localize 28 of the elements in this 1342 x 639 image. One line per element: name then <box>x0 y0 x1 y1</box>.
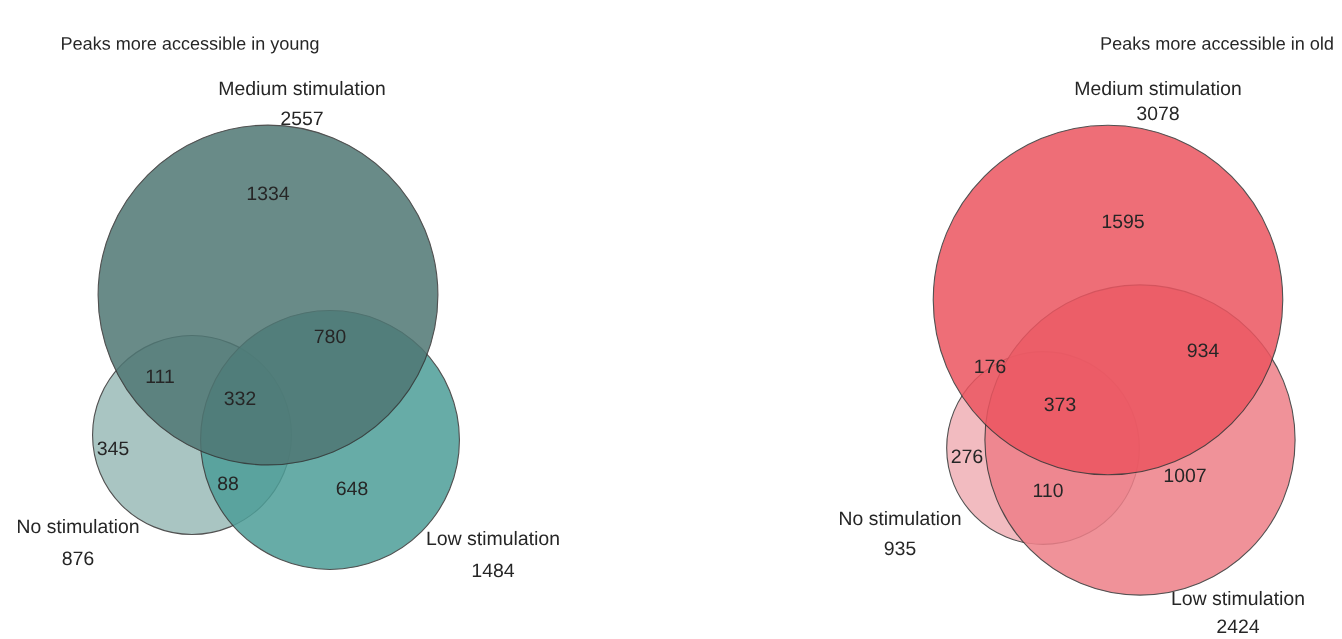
data-label: 935 <box>884 541 916 556</box>
data-label: 1484 <box>472 563 515 578</box>
text: Peaks more accessible in young <box>62 36 319 54</box>
category-label: No stimulation <box>18 518 139 534</box>
category-label: No stimulation <box>840 510 961 526</box>
text: 276 <box>951 449 983 464</box>
text: 110 <box>1033 483 1063 498</box>
data-label: 876 <box>62 551 94 566</box>
text: 1595 <box>1102 214 1144 229</box>
text: 934 <box>1187 343 1219 358</box>
text: 1007 <box>1164 468 1206 483</box>
data-label: 2557 <box>281 111 323 126</box>
text: 1334 <box>247 186 290 201</box>
text: 88 <box>218 476 238 491</box>
category-label: Low stimulation <box>1172 590 1304 606</box>
category-label: Medium stimulation <box>1075 80 1241 96</box>
data-label: 3078 <box>1137 106 1179 121</box>
text: 111 <box>146 369 174 384</box>
category-label: Medium stimulation <box>219 80 385 96</box>
text: 373 <box>1044 397 1076 412</box>
category-label: Low stimulation <box>427 530 559 546</box>
text: Peaks more accessible in old <box>1101 36 1333 50</box>
text: 780 <box>314 329 346 344</box>
data-label: 2424 <box>1217 619 1260 634</box>
text: 176 <box>975 359 1006 374</box>
text: 332 <box>224 391 256 406</box>
text: 648 <box>336 481 368 496</box>
text: 345 <box>97 441 129 456</box>
